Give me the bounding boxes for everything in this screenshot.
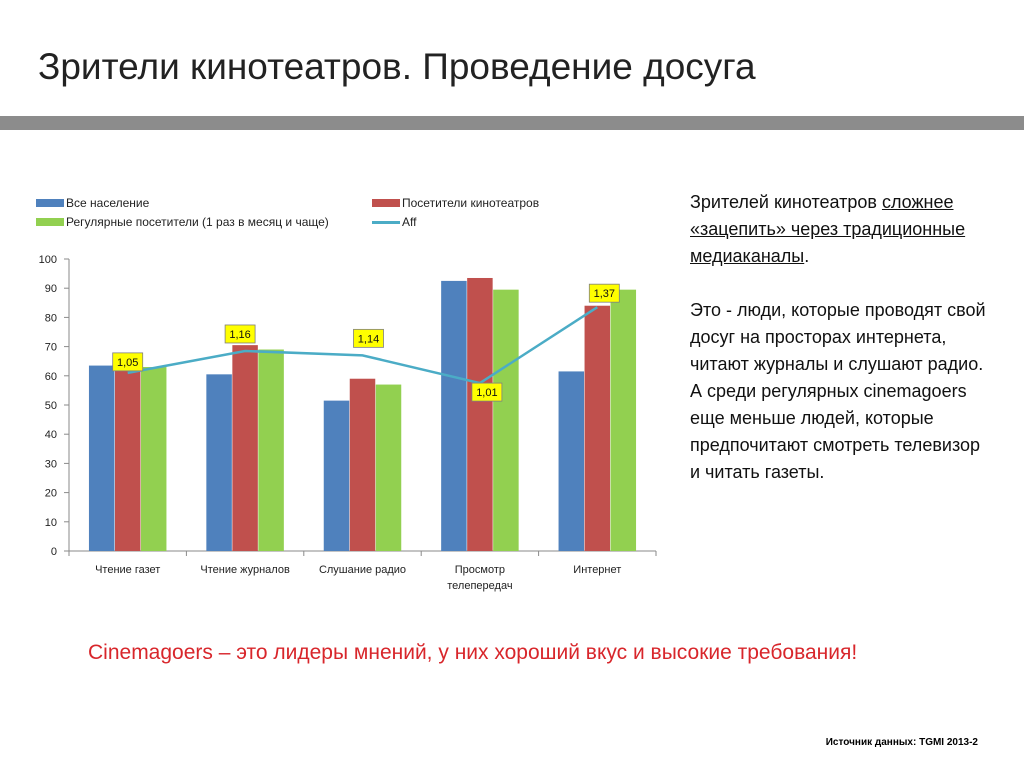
side-commentary: Зрителей кинотеатров сложнее «зацепить» … [690,189,990,486]
bar-2 [114,356,141,551]
commentary-underlined-text: сложнее «зацепить» через традиционные ме… [690,192,966,266]
y-tick-label: 10 [45,517,57,529]
bar-3 [140,367,167,551]
aff-data-label: 1,16 [229,329,250,341]
legend-swatch [36,218,64,226]
aff-data-label: 1,14 [358,333,379,345]
legend-line-swatch [372,220,400,224]
commentary-text: Зрителей кинотеатров [690,192,882,212]
legend-item-regular-visitors: Регулярные посетители (1 раз в месяц и ч… [36,215,329,229]
title-divider-bar [0,116,1024,130]
bar-1 [323,400,350,551]
bar-2 [467,277,493,551]
legend-label: Регулярные посетители (1 раз в месяц и ч… [66,215,329,229]
bar-1 [558,371,585,551]
y-tick-label: 90 [45,283,57,295]
y-tick-label: 50 [45,400,57,412]
bar-2 [349,378,376,551]
legend-swatch [372,199,400,207]
aff-line [127,306,598,385]
x-category-label: Чтение журналов [200,564,290,576]
legend-label: Все население [66,196,150,210]
x-category-label: Чтение газет [95,564,160,576]
commentary-paragraph-3: А среди регулярных cinemagoers еще меньш… [690,381,981,482]
commentary-text: . [804,246,810,266]
bar-1 [88,365,115,551]
y-tick-label: 100 [39,254,57,266]
y-tick-label: 60 [45,371,57,383]
aff-data-label-box [353,328,384,348]
y-tick-label: 80 [45,312,57,324]
legend-label: Посетители кинотеатров [402,196,540,210]
bar-2 [584,305,611,551]
bar-3 [610,289,637,551]
bar-2 [232,345,258,551]
bar-3 [493,289,519,551]
y-tick-label: 70 [45,342,57,354]
x-category-label: Слушание радио [319,564,406,576]
y-tick-label: 0 [51,546,57,558]
legend-label: Aff [402,215,417,229]
aff-data-label-box [224,324,256,344]
x-category-label: Интернет [573,564,621,576]
bar-3 [258,349,284,551]
commentary-paragraph-1: Зрителей кинотеатров сложнее «зацепить» … [690,189,990,270]
legend-item-all-population: Все население [36,196,149,210]
y-tick-label: 40 [45,429,57,441]
x-category-label: Просмотр телепередач [447,564,512,592]
bar-1 [206,374,232,551]
legend-item-aff: Aff [372,215,416,229]
commentary-paragraph-2: Это - люди, которые проводят свой досуг … [690,300,986,374]
legend-swatch [36,199,64,207]
bar-1 [441,280,467,551]
aff-data-label-box [471,382,503,402]
slide-title: Зрители кинотеатров. Проведение досуга [38,46,756,87]
tagline: Cinemagoers – это лидеры мнений, у них х… [88,641,858,664]
aff-data-label-box [588,283,620,303]
source-note: Источник данных: TGMI 2013-2 [825,737,978,748]
aff-data-label: 1,01 [476,387,497,399]
aff-data-label: 1,37 [594,288,615,300]
legend-item-cinema-visitors: Посетители кинотеатров [372,196,539,210]
aff-data-label-box [112,352,144,372]
aff-data-label: 1,05 [117,357,138,369]
bar-3 [375,384,402,551]
y-tick-label: 20 [45,488,57,500]
y-tick-label: 30 [45,458,57,470]
